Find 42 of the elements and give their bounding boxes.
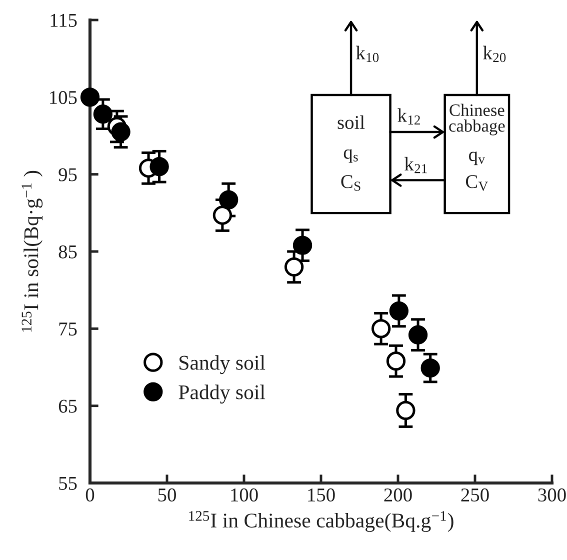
annotation: C$_{V}$ (466, 175, 488, 191)
y-axis-title: $^{125}$I in soil(Bq·g$^{−1}$ ) (22, 170, 43, 332)
point (396, 400, 416, 420)
annotation: q$_{s}$ (344, 149, 358, 163)
point (150, 157, 169, 176)
legend-label: Paddy soil (178, 384, 266, 404)
point (111, 122, 130, 142)
annotation: C$_{S}$ (341, 175, 360, 191)
x-tick-label: 150 (308, 488, 335, 502)
annotation: soil (338, 115, 365, 130)
x-tick-label: 300 (538, 488, 566, 502)
point (389, 301, 409, 320)
point (420, 358, 440, 378)
y-tick-label: 105 (50, 90, 77, 104)
x-tick-label: 0 (86, 488, 94, 502)
point (408, 325, 428, 344)
point (93, 104, 113, 124)
x-tick-label: 250 (461, 488, 489, 502)
point (292, 236, 312, 255)
y-tick-label: 85 (58, 245, 77, 258)
annotation: Chinese cabbage (449, 104, 505, 136)
y-tick-label: 75 (59, 322, 77, 336)
y-tick-label: 115 (50, 14, 77, 27)
annotation: k$_{10}$ (356, 46, 379, 62)
point (284, 257, 304, 277)
point (219, 190, 238, 210)
point (212, 206, 232, 225)
x-axis-title: $^{125}$I in Chinese cabbage(Bq.g$^{−1}$) (189, 511, 454, 532)
point (371, 319, 391, 338)
y-tick-label: 55 (59, 477, 77, 490)
x-tick-label: 200 (384, 488, 412, 502)
annotation: k$_{20}$ (483, 46, 506, 62)
point (80, 88, 100, 107)
point (386, 351, 406, 371)
y-tick-label: 95 (58, 168, 77, 182)
annotation: k$_{21}$ (404, 156, 427, 174)
annotation: k$_{12}$ (398, 108, 420, 124)
annotation: q$_{v}$ (468, 152, 485, 166)
x-tick-label: 100 (231, 488, 258, 502)
x-tick-label: 50 (158, 488, 176, 502)
legend-label: Sandy soil (180, 355, 266, 374)
y-tick-label: 65 (58, 400, 77, 413)
